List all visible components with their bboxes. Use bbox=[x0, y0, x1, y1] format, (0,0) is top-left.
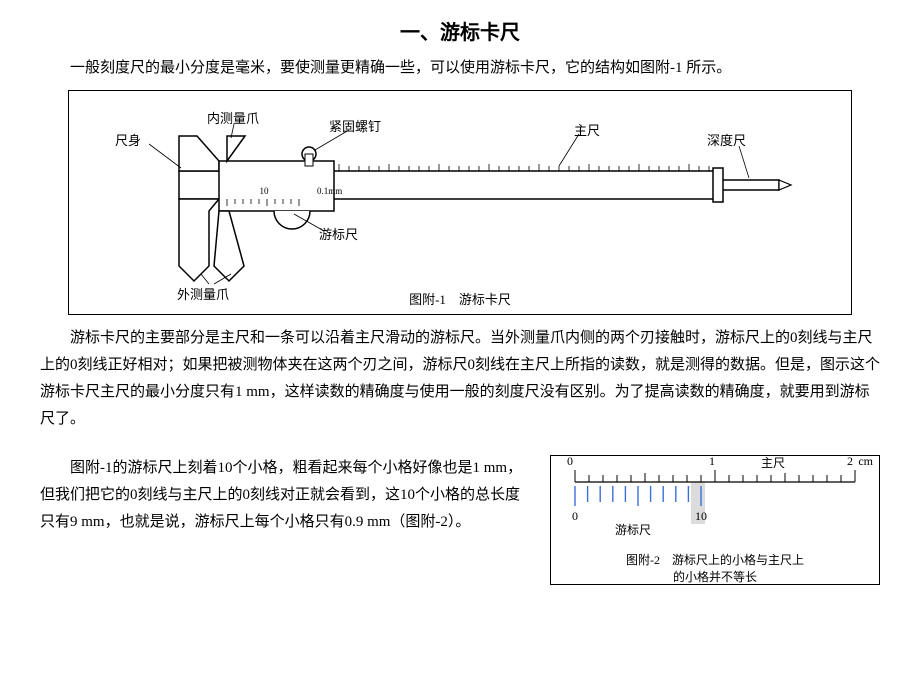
fig2-cap-line1: 图附-2 游标尺上的小格与主尺上 bbox=[626, 553, 804, 567]
scale-10: 10 bbox=[260, 186, 270, 196]
fig2-vernier-0: 0 bbox=[572, 509, 578, 523]
fig2-main-2: 2 bbox=[847, 454, 853, 469]
caliper-diagram: 10 0.1mm 尺身 内测量爪 紧固螺钉 主尺 深度尺 外测量爪 游标尺 bbox=[119, 116, 799, 286]
label-depth-rod: 深度尺 bbox=[707, 130, 746, 149]
fig2-main-1: 1 bbox=[709, 454, 715, 469]
lower-row: 图附-1的游标尺上刻着10个小格，粗看起来每个小格好像也是1 mm，但我们把它的… bbox=[40, 455, 880, 585]
fig2-cap-line2: 的小格并不等长 bbox=[673, 570, 757, 584]
label-main-scale: 主尺 bbox=[574, 120, 600, 139]
figure-2-caption: 图附-2 游标尺上的小格与主尺上 的小格并不等长 bbox=[565, 552, 865, 586]
paragraph-2: 游标卡尺的主要部分是主尺和一条可以沿着主尺滑动的游标尺。当外测量爪内侧的两个刃接… bbox=[40, 325, 880, 433]
precision-label: 0.1mm bbox=[317, 186, 342, 196]
fig2-unit: cm bbox=[858, 454, 873, 469]
label-body: 尺身 bbox=[115, 130, 141, 149]
lower-right-col: 0 10 游标尺 0 1 2 主尺 cm 图附-2 游标尺上的小格与主尺上 的小… bbox=[550, 455, 880, 585]
page-title: 一、游标卡尺 bbox=[40, 16, 880, 45]
figure-1-caption: 图附-1 游标卡尺 bbox=[69, 289, 851, 308]
figure-1-box: 10 0.1mm 尺身 内测量爪 紧固螺钉 主尺 深度尺 外测量爪 游标尺 图附… bbox=[68, 90, 852, 315]
figure-2-box: 0 10 游标尺 0 1 2 主尺 cm 图附-2 游标尺上的小格与主尺上 的小… bbox=[550, 455, 880, 585]
label-vernier: 游标尺 bbox=[319, 224, 358, 243]
lower-left-col: 图附-1的游标尺上刻着10个小格，粗看起来每个小格好像也是1 mm，但我们把它的… bbox=[40, 455, 532, 585]
figure-2-svg: 0 10 游标尺 bbox=[565, 466, 865, 541]
paragraph-1: 一般刻度尺的最小分度是毫米，要使测量更精确一些，可以使用游标卡尺，它的结构如图附… bbox=[40, 55, 880, 82]
label-inner-jaw: 内测量爪 bbox=[207, 108, 259, 127]
fig2-main-label: 主尺 bbox=[761, 454, 785, 471]
label-lock-screw: 紧固螺钉 bbox=[329, 116, 381, 135]
fig2-vernier-label: 游标尺 bbox=[615, 523, 651, 537]
fig2-vernier-10: 10 bbox=[695, 509, 707, 523]
paragraph-3: 图附-1的游标尺上刻着10个小格，粗看起来每个小格好像也是1 mm，但我们把它的… bbox=[40, 455, 532, 536]
caliper-svg: 10 0.1mm bbox=[119, 116, 799, 286]
fig2-main-0: 0 bbox=[567, 454, 573, 469]
